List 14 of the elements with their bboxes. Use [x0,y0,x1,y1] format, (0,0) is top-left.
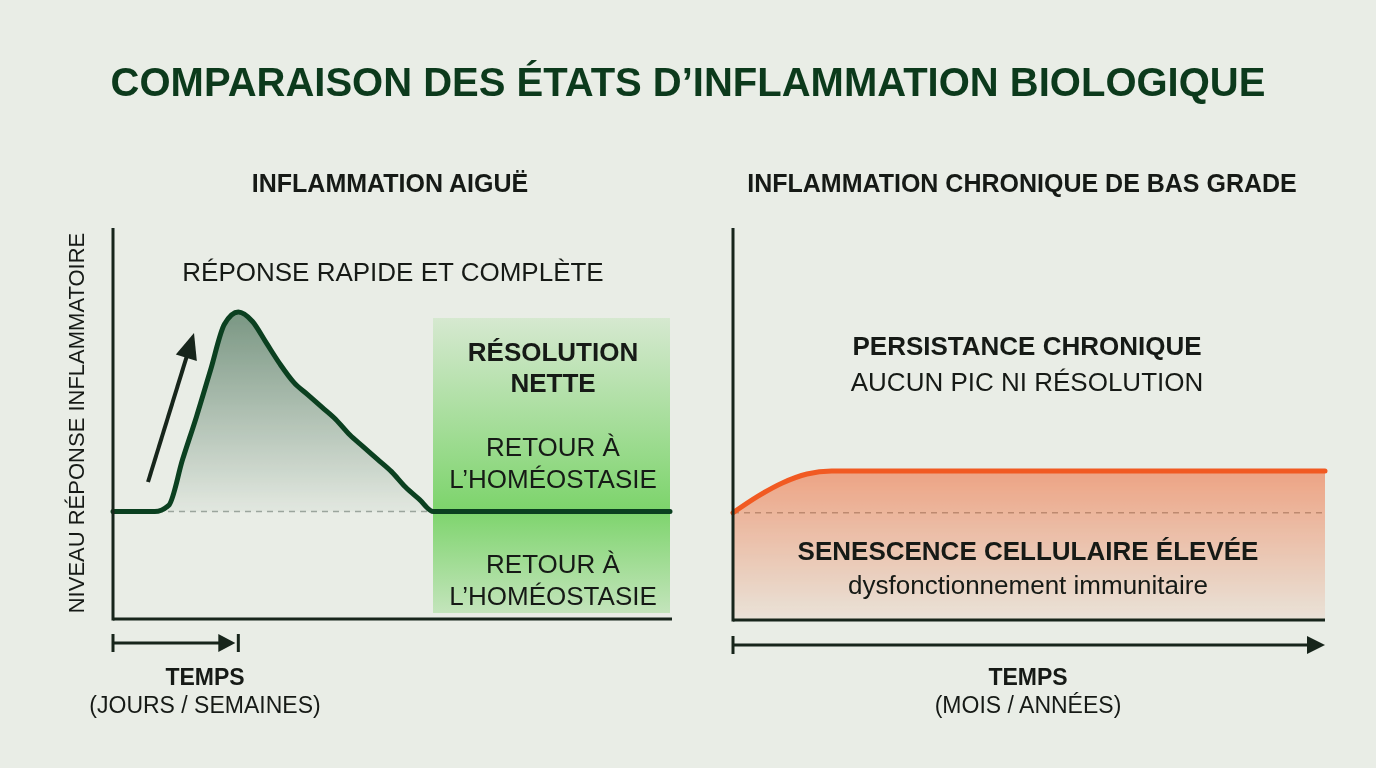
text: RÉPONSE RAPIDE ET COMPLÈTE [182,257,604,287]
x-axis-title: TEMPS (MOIS / ANNÉES) [934,664,1122,718]
annotation: RÉSOLUTION NETTE [467,337,639,398]
annotation: SENESCENCE CELLULAIRE ÉLEVÉE [797,536,1259,566]
chart-subtitle: INFLAMMATION AIGUË [251,169,529,197]
annotation: RETOUR À L’HOMÉOSTASIE [449,432,657,494]
y-axis-title: NIVEAU RÉPONSE INFLAMMATOIRE [64,232,89,614]
chart-title: COMPARAISON DES ÉTATS D’INFLAMMATION BIOLOGIQUE [110,60,1266,104]
text: AUCUN PIC NI RÉSOLUTION [850,367,1204,397]
x-axis-title: TEMPS (JOURS / SEMAINES) [89,664,321,718]
chart-subtitle: INFLAMMATION CHRONIQUE DE BAS GRADE [747,169,1297,197]
annotation: dysfonctionnement immunitaire [848,570,1208,600]
text: PERSISTANCE CHRONIQUE [852,331,1202,361]
annotation: RETOUR À L’HOMÉOSTASIE [449,549,657,611]
